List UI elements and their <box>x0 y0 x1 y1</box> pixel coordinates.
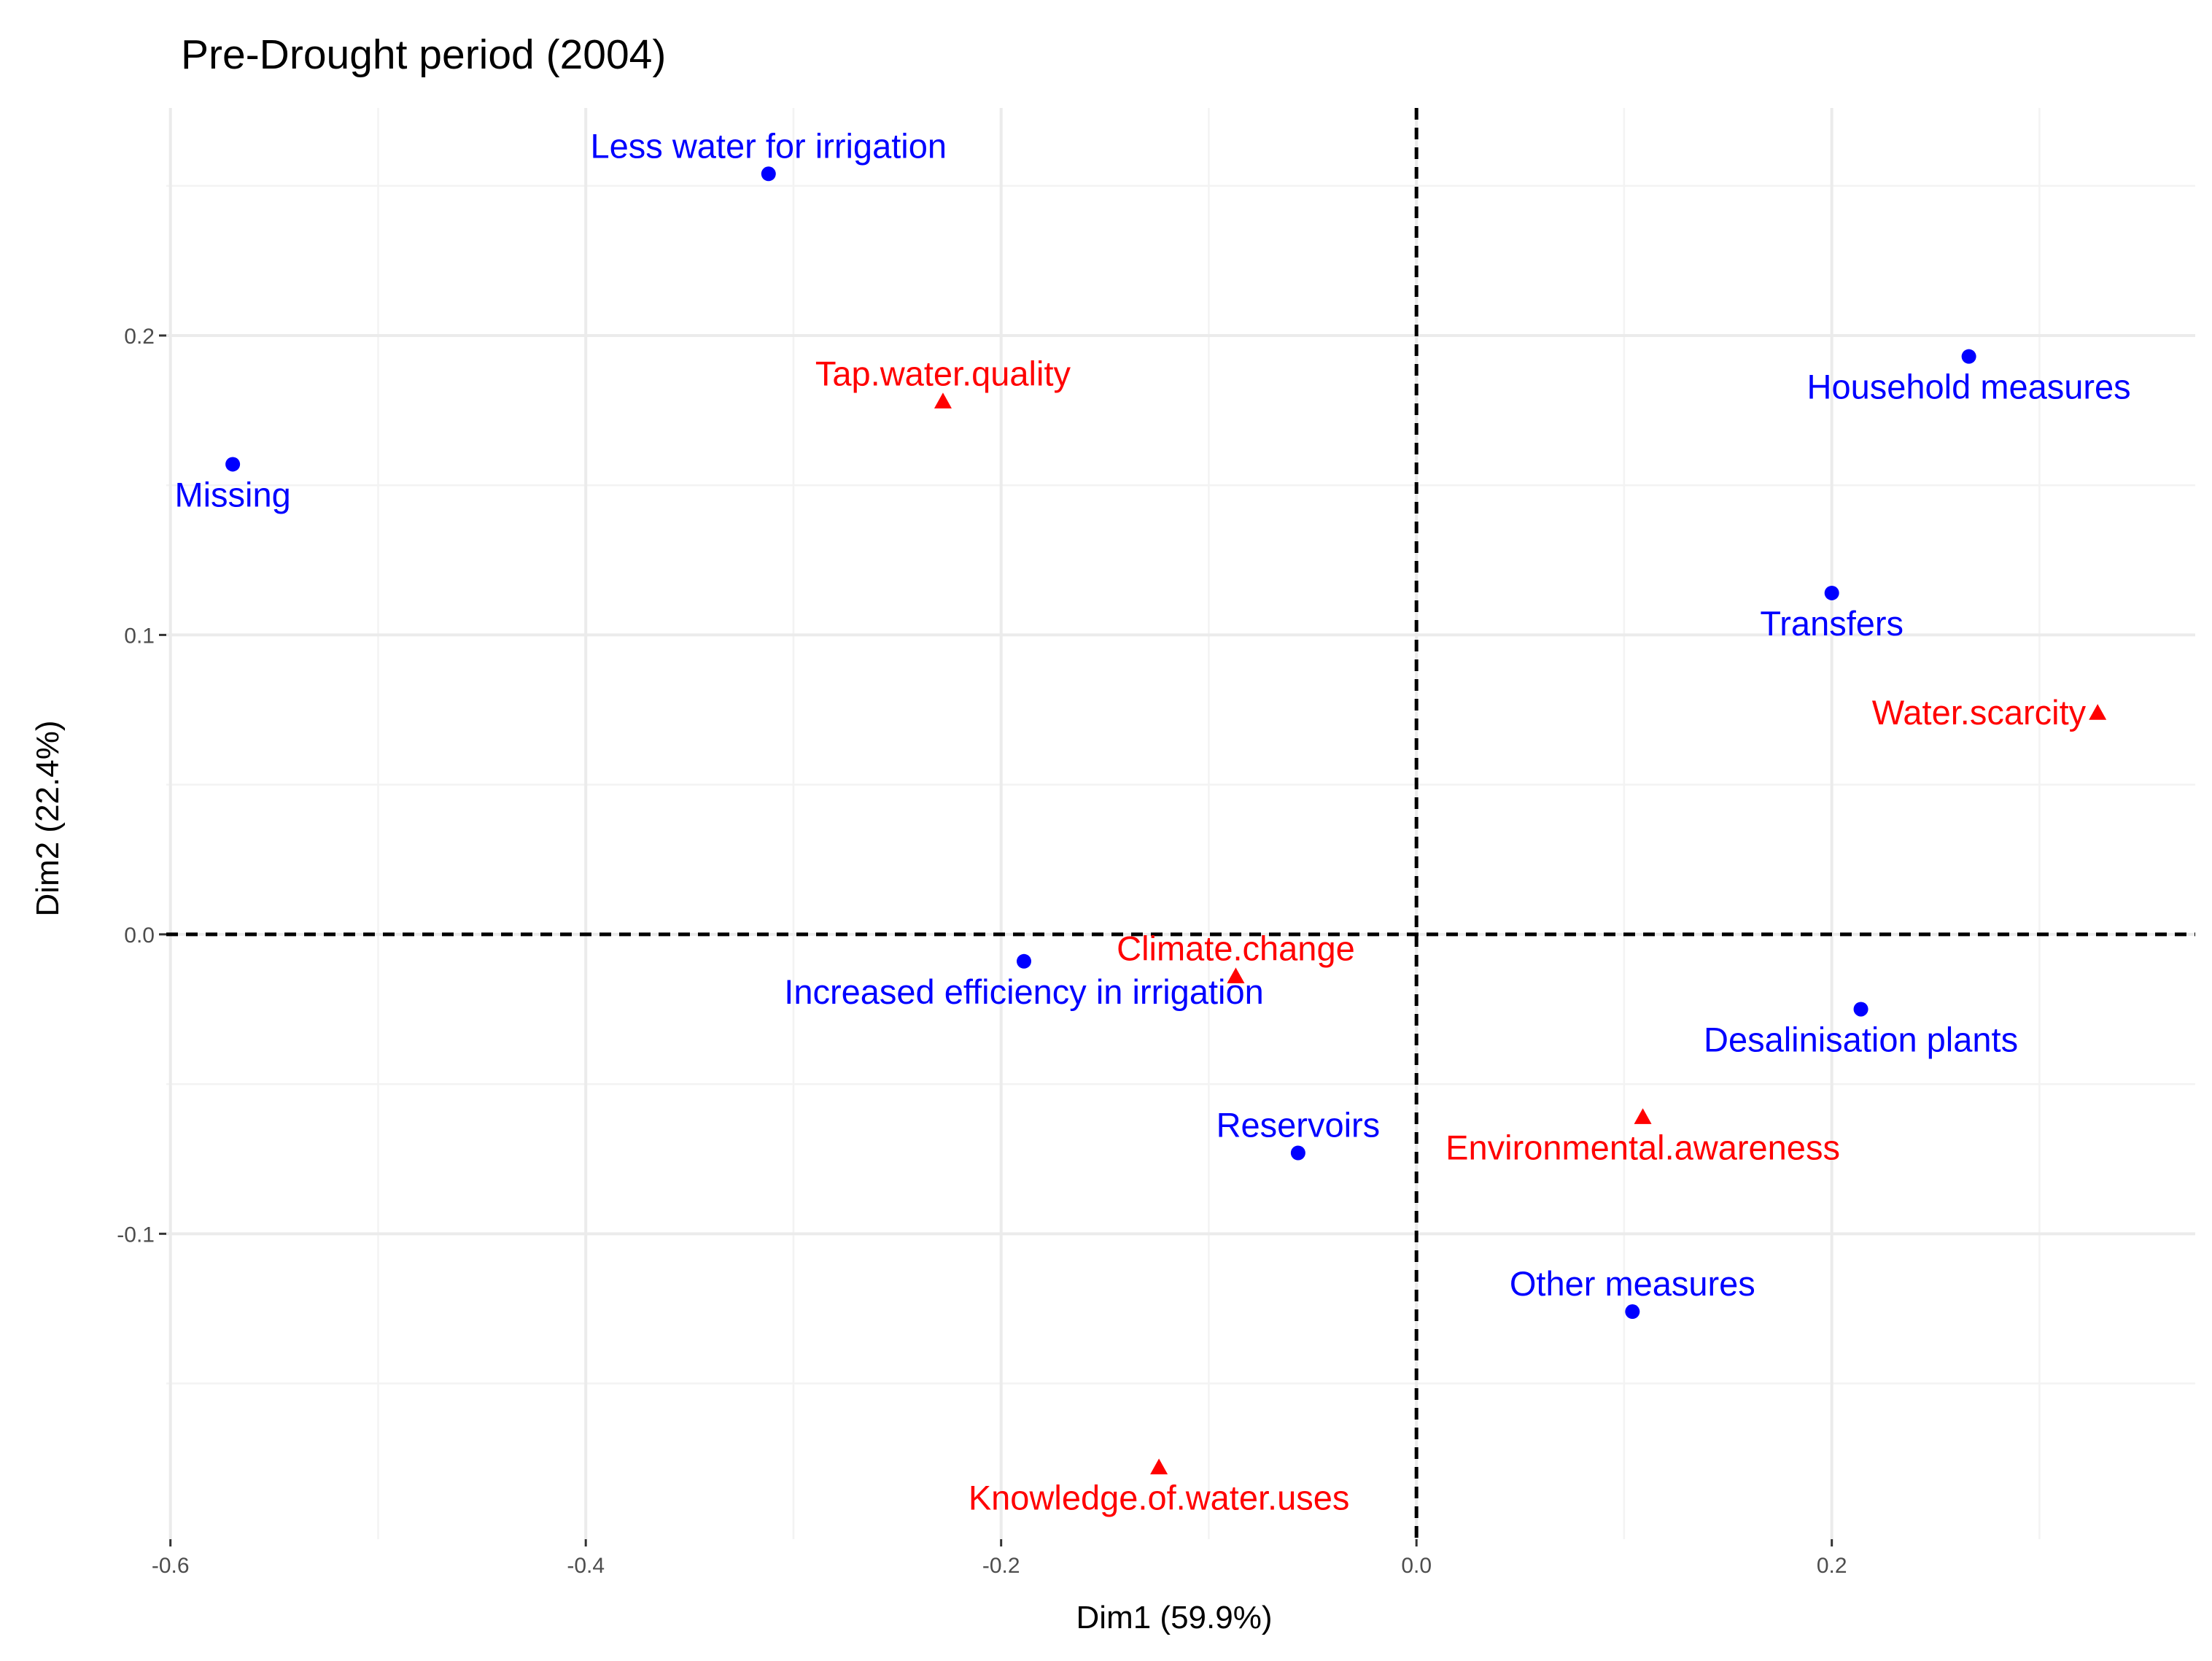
data-point-marker <box>934 392 952 409</box>
data-point-marker <box>1290 1145 1305 1161</box>
point-label: Missing <box>174 475 290 514</box>
point-label: Transfers <box>1760 604 1904 643</box>
data-point-marker <box>1227 967 1245 983</box>
point-label: Reservoirs <box>1216 1106 1381 1145</box>
data-point-marker <box>1961 349 1976 364</box>
point-label: Knowledge.of.water.uses <box>969 1478 1350 1517</box>
data-point-marker <box>1824 585 1839 600</box>
x-tick-label: 0.2 <box>1817 1554 1847 1578</box>
data-point-marker <box>1625 1304 1640 1320</box>
y-tick-label: 0.2 <box>124 325 155 349</box>
point-label: Household measures <box>1807 368 2131 406</box>
point-label: Desalinisation plants <box>1704 1020 2018 1058</box>
x-tick-label: 0.0 <box>1401 1554 1432 1578</box>
data-points <box>225 166 2107 1475</box>
data-point-marker <box>1634 1108 1652 1124</box>
point-label: Environmental.awareness <box>1445 1128 1840 1166</box>
data-point-marker <box>225 457 241 472</box>
chart-title: Pre-Drought period (2004) <box>181 31 666 78</box>
data-point-marker <box>2089 704 2107 720</box>
data-point-marker <box>1853 1002 1868 1017</box>
point-label: Water.scarcity <box>1872 693 2087 732</box>
data-point-marker <box>1150 1458 1168 1475</box>
y-tick-label: 0.0 <box>124 924 155 948</box>
data-point-marker <box>761 166 776 182</box>
data-point-marker <box>1017 953 1032 969</box>
y-tick-label: 0.1 <box>124 624 155 648</box>
grid-lines <box>166 108 2195 1539</box>
x-axis-title: Dim1 (59.9%) <box>1076 1600 1273 1635</box>
y-axis-title: Dim2 (22.4%) <box>30 721 66 917</box>
point-labels: Less water for irrigation Household measu… <box>174 126 2130 1517</box>
y-tick-label: -0.1 <box>117 1223 155 1247</box>
point-label: Increased efficiency in irrigation <box>784 972 1263 1011</box>
point-label: Tap.water.quality <box>815 354 1071 392</box>
reference-lines <box>166 108 2195 1539</box>
x-tick-label: -0.4 <box>567 1554 605 1578</box>
point-label: Less water for irrigation <box>591 126 947 165</box>
x-tick-label: -0.2 <box>982 1554 1020 1578</box>
point-label: Climate.change <box>1117 929 1355 967</box>
axis-ticks: -0.6 -0.4 -0.2 0.0 0.2 -0.1 0.0 0.1 0.2 <box>117 325 1847 1578</box>
x-tick-label: -0.6 <box>152 1554 190 1578</box>
point-label: Other measures <box>1510 1264 1755 1303</box>
